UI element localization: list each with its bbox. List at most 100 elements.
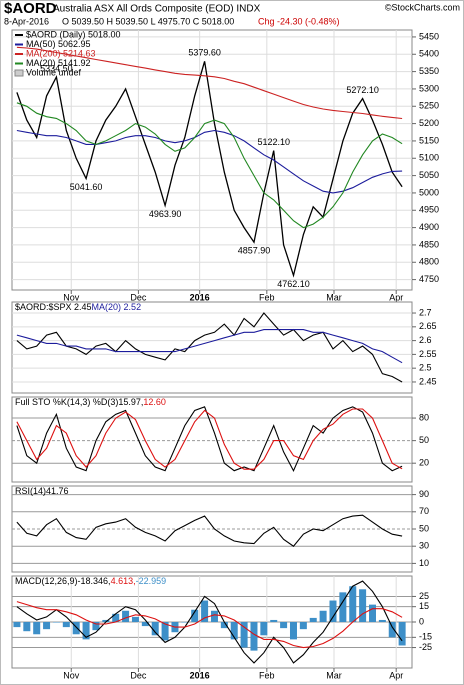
y-tick-label: 10 <box>419 558 429 568</box>
y-tick-label: 30 <box>419 541 429 551</box>
histogram-bar <box>368 604 376 622</box>
y-tick-label: 4800 <box>419 257 439 267</box>
histogram-bar <box>398 622 406 646</box>
legend-label: 15.97, <box>118 397 143 407</box>
histogram-bar <box>230 622 238 640</box>
x-tick-label: Dec <box>130 292 147 302</box>
y-tick-label: 5200 <box>419 118 439 128</box>
histogram-bar <box>319 610 327 622</box>
annotation: 4762.10 <box>277 279 310 289</box>
series-line <box>16 514 403 547</box>
histogram-bar <box>240 622 248 648</box>
histogram-bar <box>122 610 130 622</box>
y-tick-label: 70 <box>419 506 429 516</box>
series-line <box>16 312 403 383</box>
legend-label: 4.613, <box>111 576 136 586</box>
y-tick-label: 5250 <box>419 101 439 111</box>
series-line <box>16 61 403 278</box>
y-tick-label: 5300 <box>419 83 439 93</box>
y-tick-label: 2.65 <box>419 321 437 331</box>
series-line <box>16 580 403 664</box>
y-tick-label: 4900 <box>419 222 439 232</box>
histogram-bar <box>141 622 149 627</box>
annotation: 4857.90 <box>238 246 271 256</box>
y-tick-label: 5450 <box>419 31 439 41</box>
histogram-bar <box>299 622 307 630</box>
y-tick-label: 5000 <box>419 187 439 197</box>
series-line <box>16 46 403 120</box>
index-name: Australia ASX All Ords Composite (EOD) I… <box>53 4 261 15</box>
histogram-bar <box>359 589 367 622</box>
y-tick-label: 50 <box>419 523 429 533</box>
histogram-bar <box>220 622 228 629</box>
histogram-bar <box>309 617 317 622</box>
date: 8-Apr-2016 <box>4 16 49 26</box>
histogram-bar <box>33 622 41 635</box>
legend-swatch <box>14 69 24 77</box>
histogram-bar <box>72 622 80 635</box>
x-tick-label: Nov <box>63 292 80 302</box>
y-tick-label: 2.45 <box>419 376 437 386</box>
x-tick-label: Apr <box>389 670 403 680</box>
histogram-bar <box>280 622 288 629</box>
legend-label: $AORD (Daily) 5018.00 <box>26 29 121 39</box>
y-tick-label: 20 <box>419 458 429 468</box>
x-tick-label: 2016 <box>190 670 210 680</box>
histogram-bar <box>181 622 189 623</box>
annotation: 5122.10 <box>257 137 290 147</box>
y-tick-label: 80 <box>419 412 429 422</box>
y-tick-label: -15 <box>419 632 432 642</box>
histogram-bar <box>289 622 297 640</box>
y-tick-label: 2.6 <box>419 335 432 345</box>
histogram-bar <box>92 622 100 631</box>
panel-title: RSI(14) <box>15 486 46 496</box>
histogram-bar <box>349 586 357 622</box>
y-tick-label: 5050 <box>419 170 439 180</box>
symbol: $AORD <box>4 0 57 17</box>
histogram-bar <box>13 622 21 628</box>
series-line <box>16 129 403 194</box>
histogram-bar <box>151 622 159 636</box>
y-tick-label: 5400 <box>419 49 439 59</box>
legend-label: MA(20) 5141.92 <box>26 58 91 68</box>
panel-title: Full STO %K(14,3) %D(3) <box>15 397 118 407</box>
histogram-bar <box>191 609 199 622</box>
histogram-bar <box>250 622 258 651</box>
histogram-bar <box>210 610 218 622</box>
histogram-bar <box>43 622 51 630</box>
y-tick-label: 5100 <box>419 153 439 163</box>
plot-area <box>11 301 413 394</box>
histogram-bar <box>102 619 110 622</box>
histogram-bar <box>131 616 139 622</box>
annotation: 5041.60 <box>70 182 103 192</box>
y-tick-label: 25 <box>419 591 429 601</box>
annotation: 5379.60 <box>188 48 221 58</box>
x-tick-label: Mar <box>326 670 342 680</box>
x-tick-label: Nov <box>63 670 80 680</box>
legend-label: MA(200) 5214.63 <box>26 48 96 58</box>
x-tick-label: Mar <box>326 292 342 302</box>
histogram-bar <box>201 600 209 622</box>
plot-area <box>11 29 413 291</box>
panel-legend: MACD(12,26,9)-18.346,4.613,-22.959 <box>15 576 166 586</box>
legend-label: MA(20) 2.52 <box>92 302 142 312</box>
histogram-bar <box>52 622 60 623</box>
series-line <box>16 102 403 229</box>
legend-label: Volume undef <box>26 67 82 77</box>
histogram-bar <box>339 592 347 622</box>
copyright: ©StockCharts.com <box>385 2 460 12</box>
series-line <box>16 601 403 649</box>
y-tick-label: 0 <box>419 616 424 626</box>
histogram-bar <box>82 622 90 640</box>
panel-legend: Full STO %K(14,3) %D(3)15.97,12.60 <box>15 397 166 407</box>
x-tick-label: Apr <box>389 292 403 302</box>
histogram-bar <box>378 619 386 622</box>
legend-label: 41.76 <box>46 486 69 496</box>
y-tick-label: 2.5 <box>419 363 432 373</box>
x-tick-label: Dec <box>130 670 147 680</box>
legend-label: -22.959 <box>136 576 167 586</box>
quote: O 5039.50 H 5039.50 L 4975.70 C 5018.00 <box>62 16 234 26</box>
y-tick-label: 2.7 <box>419 307 432 317</box>
y-tick-label: 2.55 <box>419 349 437 359</box>
